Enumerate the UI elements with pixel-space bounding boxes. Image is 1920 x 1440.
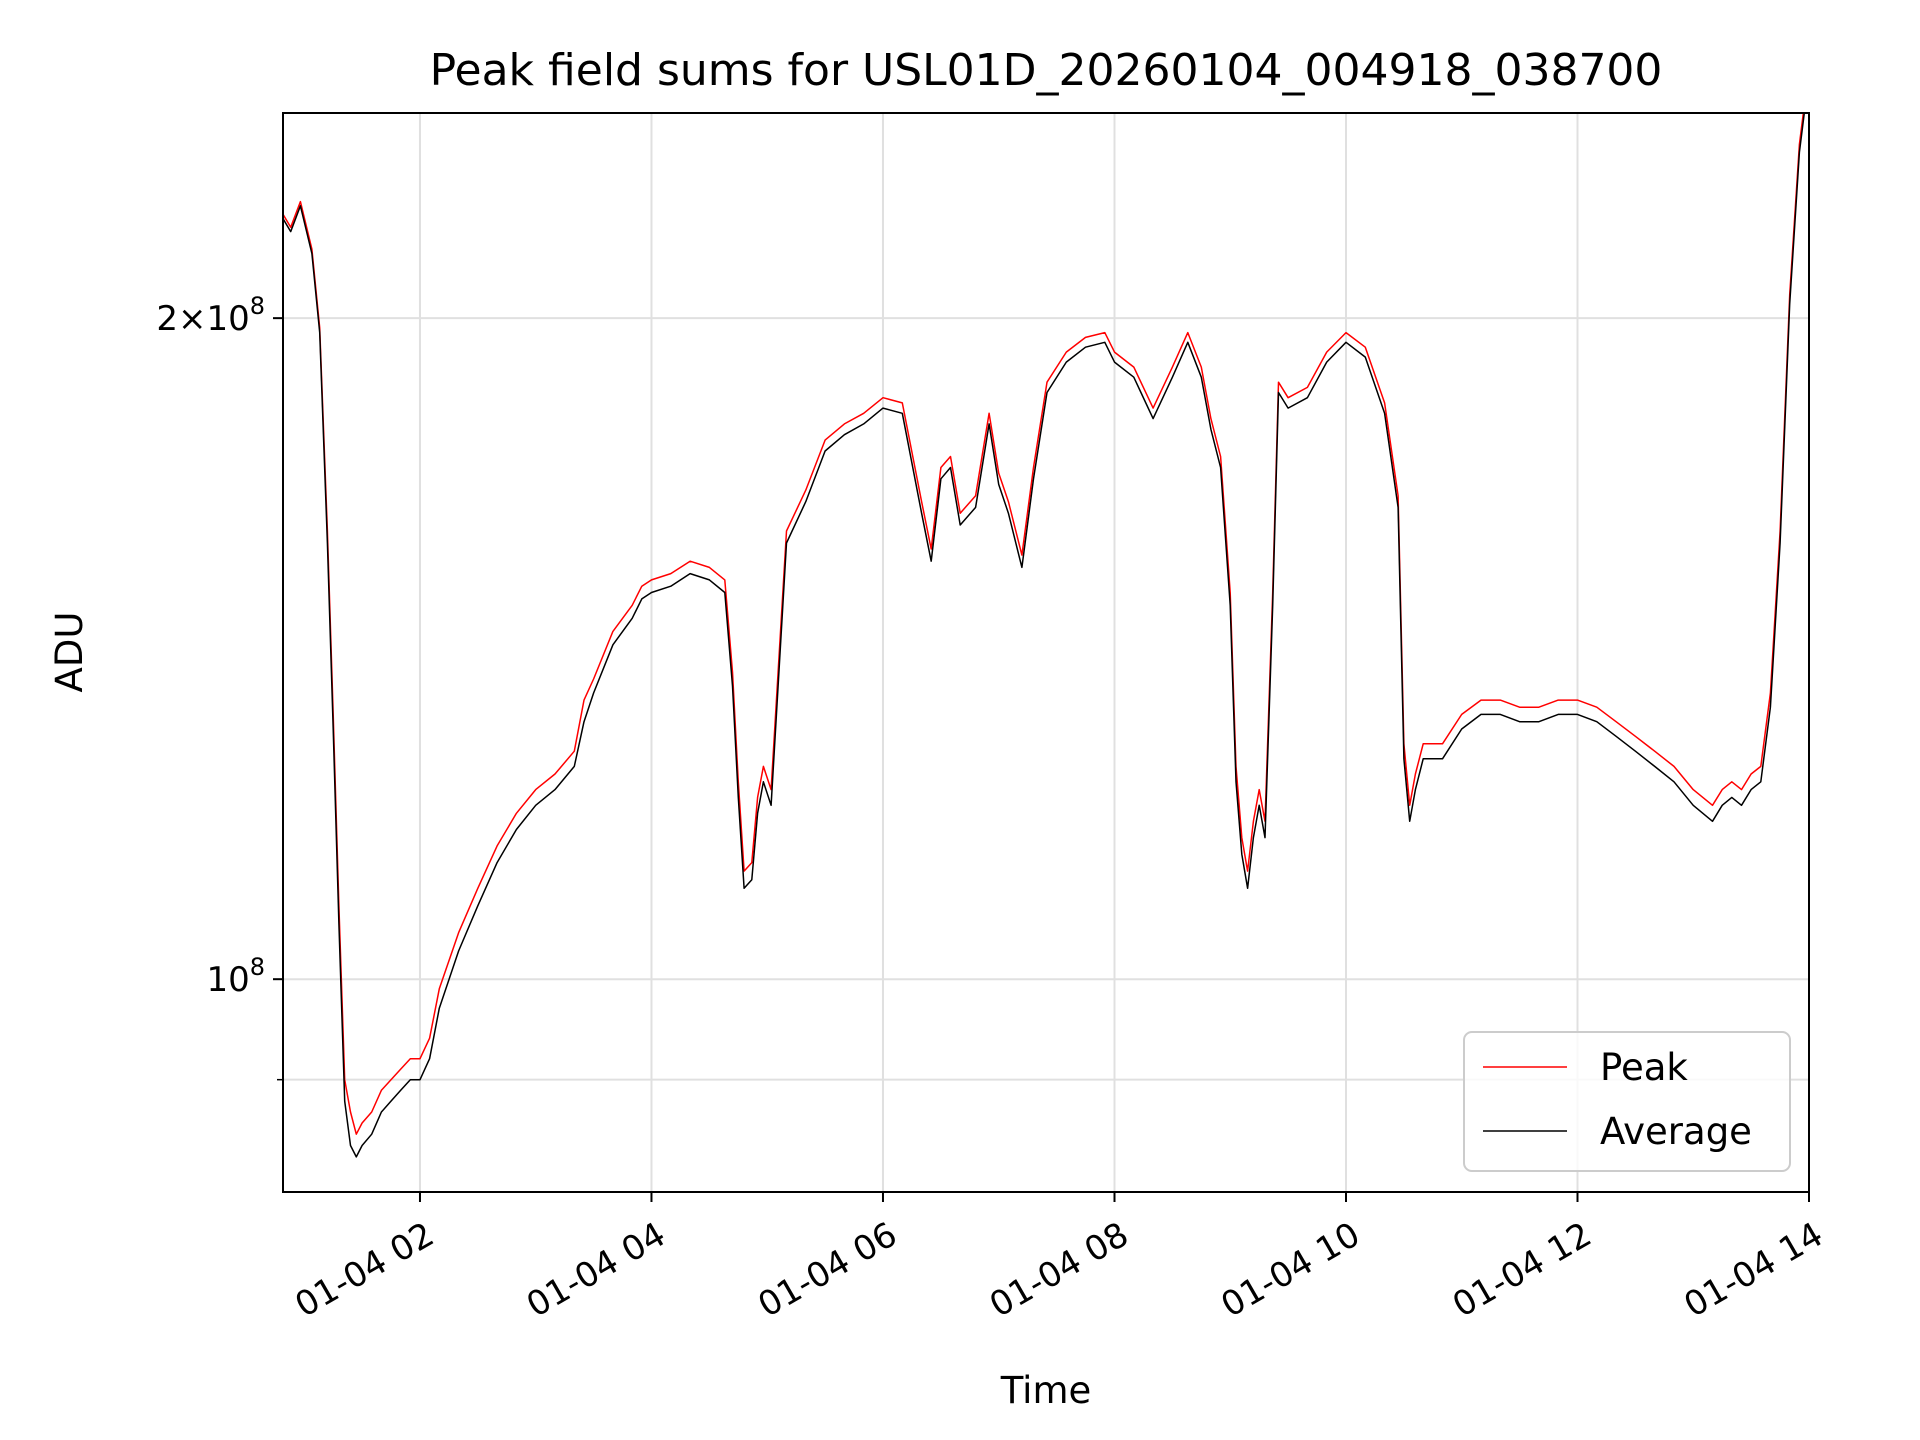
chart-title: Peak field sums for USL01D_20260104_0049… — [430, 45, 1663, 96]
plot-lines — [283, 113, 1806, 1158]
legend: Peak Average — [1463, 1031, 1791, 1172]
y-axis-label: ADU — [48, 612, 91, 693]
legend-peak-label: Peak — [1600, 1046, 1688, 1089]
x-axis-label: Time — [1000, 1369, 1092, 1412]
legend-average-label: Average — [1600, 1110, 1752, 1153]
y-tick-label: 108 — [206, 953, 265, 1000]
plot-frame — [282, 112, 1810, 1193]
series-line-average — [283, 113, 1806, 1158]
series-line-peak — [283, 113, 1805, 1135]
y-tick-label: 2×108 — [156, 292, 265, 339]
